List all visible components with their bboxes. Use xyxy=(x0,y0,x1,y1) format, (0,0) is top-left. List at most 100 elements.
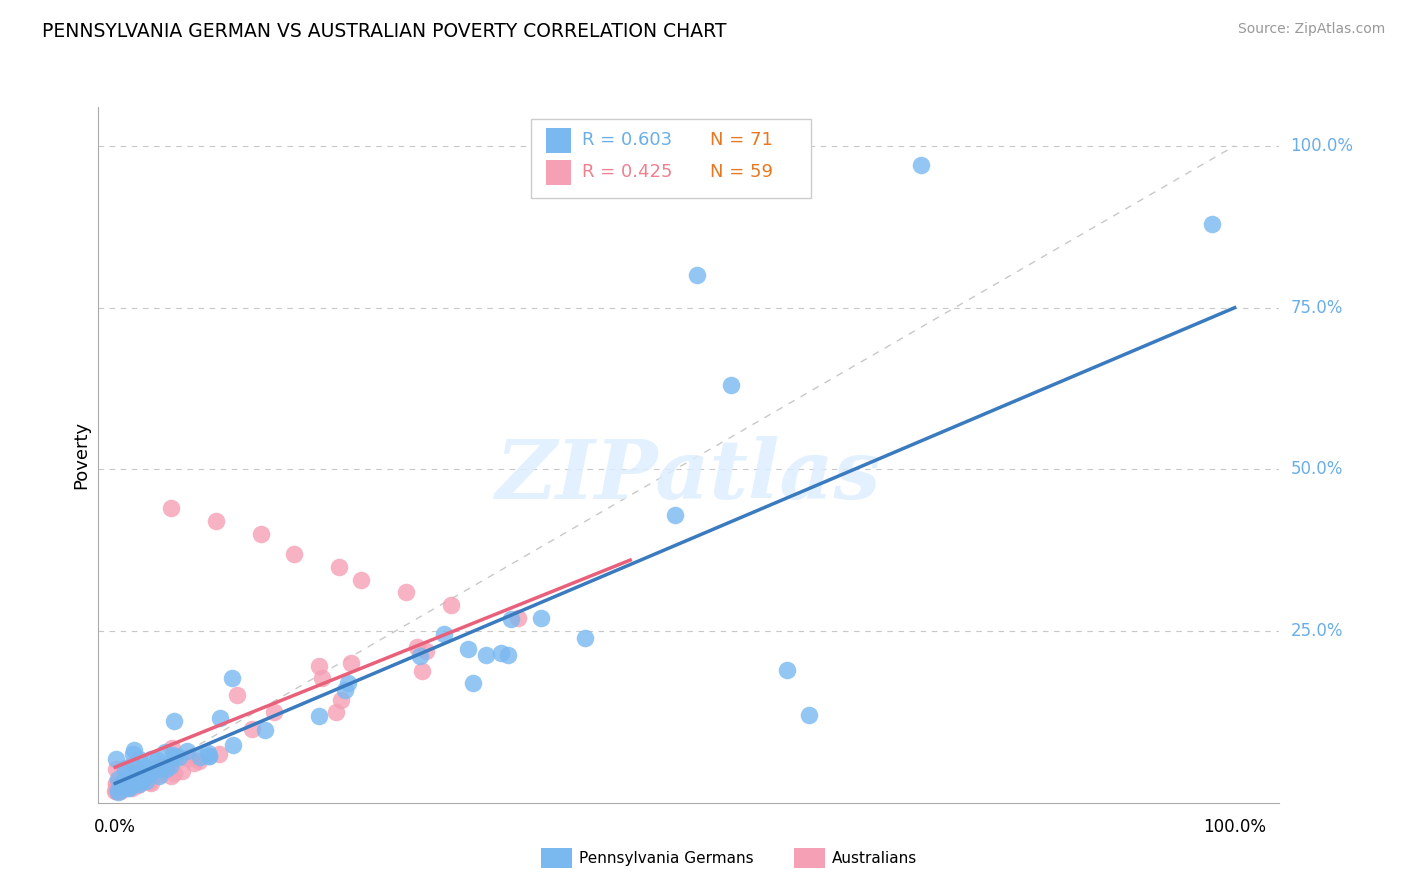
Point xyxy=(159,759,181,773)
Point xyxy=(574,631,596,645)
Point xyxy=(150,767,173,781)
Point xyxy=(128,752,150,766)
Point xyxy=(104,776,127,790)
Point xyxy=(249,527,271,541)
Point xyxy=(207,747,229,761)
Point xyxy=(121,780,143,795)
Point xyxy=(105,784,128,798)
Point xyxy=(198,749,221,764)
Point xyxy=(395,585,418,599)
Text: N = 71: N = 71 xyxy=(710,131,773,149)
Point xyxy=(415,644,437,658)
Point xyxy=(160,741,183,756)
Point xyxy=(176,744,198,758)
Point xyxy=(131,762,153,776)
Point xyxy=(114,772,136,787)
Point xyxy=(107,785,129,799)
Point xyxy=(134,760,156,774)
Point xyxy=(135,773,157,788)
Point xyxy=(105,752,128,766)
Point xyxy=(117,780,139,795)
Point xyxy=(117,778,139,792)
Point xyxy=(664,508,686,522)
Point xyxy=(172,764,194,778)
Point xyxy=(107,782,129,797)
Point xyxy=(335,682,357,697)
Point xyxy=(120,777,142,791)
Point xyxy=(530,611,553,625)
Point xyxy=(139,775,162,789)
Point xyxy=(325,705,347,719)
Point xyxy=(112,779,135,793)
Point xyxy=(108,782,131,797)
Point xyxy=(129,776,152,790)
Point xyxy=(163,749,186,764)
Point xyxy=(129,772,152,787)
Point xyxy=(910,158,932,172)
Point xyxy=(183,756,205,771)
Point xyxy=(489,646,512,660)
Point xyxy=(125,775,148,789)
Point xyxy=(209,711,232,725)
Point xyxy=(108,782,131,797)
Text: Australians: Australians xyxy=(832,851,918,865)
Point xyxy=(150,760,173,774)
Text: ZIPatlas: ZIPatlas xyxy=(496,436,882,516)
Point xyxy=(167,750,190,764)
Point xyxy=(461,676,484,690)
Point xyxy=(145,761,167,775)
Point xyxy=(159,768,181,782)
Point xyxy=(153,745,176,759)
Point xyxy=(110,783,132,797)
Point xyxy=(226,689,249,703)
Point xyxy=(720,378,742,392)
Point xyxy=(122,772,145,787)
Point xyxy=(131,771,153,785)
Point xyxy=(408,648,430,663)
Point xyxy=(475,648,498,663)
Point xyxy=(104,762,127,776)
Point xyxy=(221,671,243,685)
Point xyxy=(501,612,523,626)
Point xyxy=(328,559,350,574)
Point xyxy=(131,772,153,787)
Text: 100.0%: 100.0% xyxy=(1291,136,1354,155)
Point xyxy=(799,708,821,723)
Point xyxy=(263,705,285,719)
Point xyxy=(508,611,530,625)
Point xyxy=(107,772,129,786)
Point xyxy=(127,772,149,786)
Point xyxy=(149,762,172,776)
Point xyxy=(1201,217,1223,231)
Text: 100.0%: 100.0% xyxy=(1204,818,1267,836)
Point xyxy=(188,754,211,768)
Point xyxy=(114,780,136,794)
Point xyxy=(457,641,479,656)
Point xyxy=(146,753,169,767)
Point xyxy=(308,659,330,673)
Point xyxy=(125,763,148,777)
Point xyxy=(205,514,228,528)
Point xyxy=(121,767,143,781)
Point xyxy=(411,664,433,678)
Point xyxy=(127,778,149,792)
Point xyxy=(221,738,243,752)
Point xyxy=(153,763,176,777)
Point xyxy=(122,778,145,792)
Point xyxy=(155,762,177,776)
Point xyxy=(188,750,211,764)
Point xyxy=(135,772,157,787)
Point xyxy=(110,777,132,791)
Text: 50.0%: 50.0% xyxy=(1291,460,1343,478)
Text: 25.0%: 25.0% xyxy=(1291,623,1343,640)
Point xyxy=(311,671,333,685)
Point xyxy=(128,774,150,789)
Point xyxy=(156,760,179,774)
Point xyxy=(118,772,141,787)
Point xyxy=(148,769,170,783)
Point xyxy=(337,676,360,690)
Point xyxy=(121,758,143,772)
Text: 0.0%: 0.0% xyxy=(94,818,136,836)
Point xyxy=(105,780,128,795)
Text: PENNSYLVANIA GERMAN VS AUSTRALIAN POVERTY CORRELATION CHART: PENNSYLVANIA GERMAN VS AUSTRALIAN POVERT… xyxy=(42,22,727,41)
